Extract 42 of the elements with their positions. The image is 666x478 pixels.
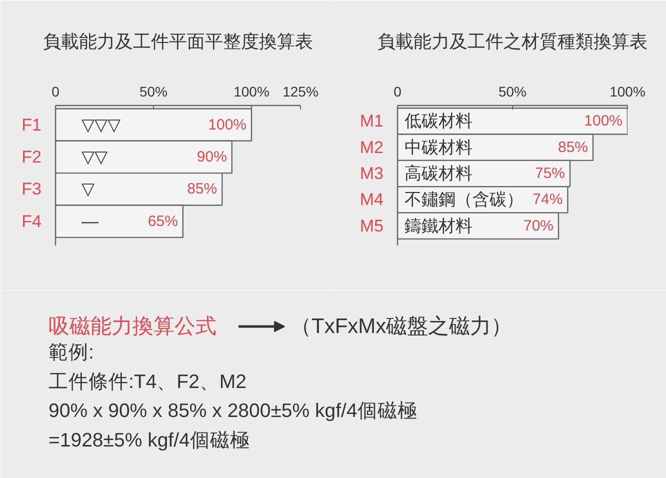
annotation: ▽ [82, 180, 96, 199]
data-label: 85% [187, 180, 218, 198]
x-tick-label: 0 [52, 84, 60, 100]
data-label: 90% [196, 148, 227, 166]
y-tick-label: F1 [22, 115, 42, 134]
annotation: ▽▽ [82, 147, 108, 166]
x-tick-label: 50% [139, 84, 168, 100]
chart-title: 負載能力及工件之材質種類換算表 [378, 32, 648, 52]
data-label: 100% [584, 112, 623, 130]
x-tick-label: 100% [610, 84, 646, 100]
data-label: 85% [558, 138, 588, 156]
text: （TxFxMx磁盤之磁力） [290, 315, 512, 338]
x-tick-label: 125% [282, 84, 318, 100]
text: 吸磁能力換算公式 [48, 315, 216, 338]
text: 90% x 90% x 85% x 2800±5% kgf/4個磁極 [48, 400, 418, 422]
annotation: 不鏽鋼（含碳） [404, 190, 524, 210]
x-tick-label: 100% [234, 84, 270, 100]
chart-title: 負載能力及工件平面平整度換算表 [43, 32, 313, 52]
y-tick-label: M2 [360, 138, 384, 157]
data-label: 65% [148, 212, 178, 230]
y-tick-label: F3 [22, 180, 42, 199]
y-tick-label: M3 [360, 164, 384, 184]
data-label: 70% [523, 217, 554, 234]
annotation: 低碳材料 [404, 112, 472, 131]
y-tick-label: F4 [22, 212, 42, 231]
x-tick-label: 0 [394, 84, 402, 100]
y-tick-label: M5 [360, 216, 384, 236]
y-tick-label: M1 [360, 112, 384, 131]
y-tick-label: F2 [22, 147, 42, 166]
text: 範例: [48, 342, 94, 364]
annotation: 高碳材料 [404, 164, 472, 184]
text: =1928±5% kgf/4個磁極 [48, 429, 250, 452]
y-tick-label: M4 [360, 190, 384, 210]
annotation: — [82, 212, 98, 231]
data-label: 100% [208, 116, 247, 134]
annotation: ▽▽▽ [82, 115, 122, 134]
data-label: 74% [532, 191, 563, 208]
annotation: 中碳材料 [404, 138, 472, 157]
text: 工件條件:T4、F2、M2 [48, 370, 247, 393]
data-label: 75% [534, 165, 566, 182]
x-tick-label: 50% [498, 84, 527, 100]
annotation: 鑄鐵材料 [404, 216, 472, 236]
